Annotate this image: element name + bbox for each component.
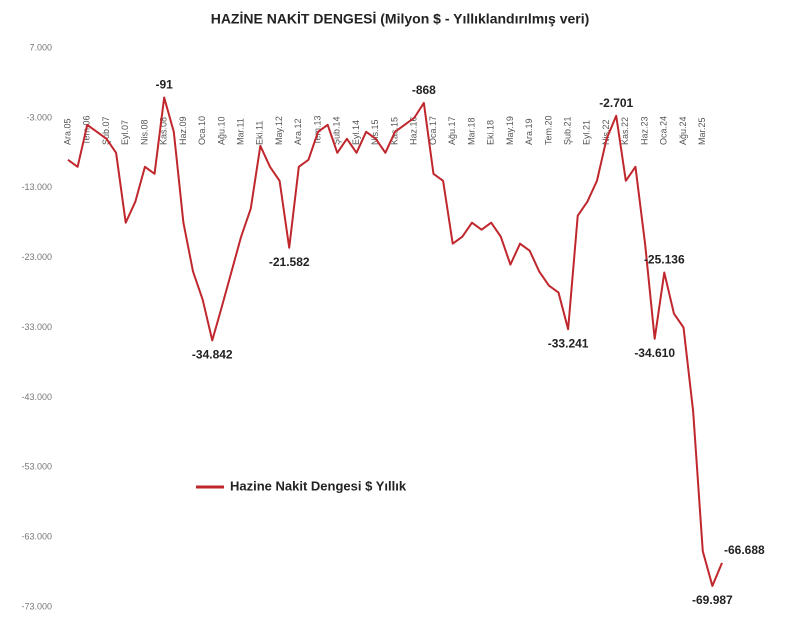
- data-label: -21.582: [269, 255, 310, 269]
- data-label: -25.136: [644, 253, 685, 267]
- x-tick-label: Mar.11: [235, 118, 245, 145]
- x-tick-label: Haz.23: [639, 116, 649, 145]
- x-tick-label: Haz.09: [178, 116, 188, 145]
- x-tick-label: Kas.08: [159, 117, 169, 145]
- x-tick-label: Şub.07: [101, 116, 111, 145]
- y-tick-label: -63.000: [21, 532, 52, 542]
- x-tick-label: Ara.19: [524, 118, 534, 145]
- x-tick-label: Oca.10: [197, 116, 207, 145]
- data-label: -66.688: [724, 543, 765, 557]
- x-tick-label: Ara.05: [62, 118, 72, 145]
- data-label: -868: [412, 83, 436, 97]
- data-label: -69.987: [692, 593, 733, 607]
- y-tick-label: -53.000: [21, 462, 52, 472]
- y-tick-label: -33.000: [21, 322, 52, 332]
- data-label: -34.610: [634, 346, 675, 360]
- x-tick-label: Eki.18: [486, 120, 496, 145]
- x-tick-label: Kas.15: [389, 117, 399, 145]
- x-tick-label: Haz.16: [409, 116, 419, 145]
- x-tick-label: Eki.11: [255, 121, 265, 145]
- x-tick-label: Şub.21: [562, 116, 572, 145]
- x-tick-label: Şub.14: [332, 116, 342, 145]
- x-tick-label: Tem.20: [543, 115, 553, 145]
- x-tick-label: Ağu.24: [678, 116, 688, 145]
- x-tick-label: Mar.18: [466, 117, 476, 145]
- x-tick-label: Nis.22: [601, 119, 611, 145]
- x-tick-label: Mar.25: [697, 117, 707, 145]
- x-tick-label: Oca.24: [659, 116, 669, 145]
- data-label: -2.701: [599, 96, 633, 110]
- x-tick-label: May.12: [274, 116, 284, 145]
- y-tick-label: -23.000: [21, 252, 52, 262]
- x-tick-label: Nis.15: [370, 119, 380, 145]
- x-tick-label: Tem.13: [312, 115, 322, 145]
- x-tick-label: Ara.12: [293, 118, 303, 145]
- x-tick-label: Ağu.17: [447, 116, 457, 145]
- y-tick-label: -3.000: [26, 112, 52, 122]
- data-label: -91: [156, 78, 174, 92]
- data-label: -33.241: [548, 336, 589, 350]
- x-tick-label: Eyl.07: [120, 120, 130, 145]
- x-tick-label: May.19: [505, 116, 515, 145]
- y-tick-label: -73.000: [21, 601, 52, 611]
- legend-label: Hazine Nakit Dengesi $ Yıllık: [230, 478, 407, 493]
- y-tick-label: -43.000: [21, 392, 52, 402]
- y-tick-label: -13.000: [21, 182, 52, 192]
- x-tick-label: Eyl.21: [582, 120, 592, 145]
- x-tick-label: Kas.22: [620, 117, 630, 145]
- x-tick-label: Ağu.10: [216, 116, 226, 145]
- x-tick-label: Eyl.14: [351, 120, 361, 145]
- chart-title: HAZİNE NAKİT DENGESİ (Milyon $ - Yıllıkl…: [211, 11, 590, 27]
- line: [67, 96, 723, 587]
- y-tick-label: 7.000: [29, 42, 52, 52]
- x-tick-label: Nis.08: [139, 119, 149, 145]
- x-tick-label: Oca.17: [428, 116, 438, 145]
- data-label: -34.842: [192, 348, 233, 362]
